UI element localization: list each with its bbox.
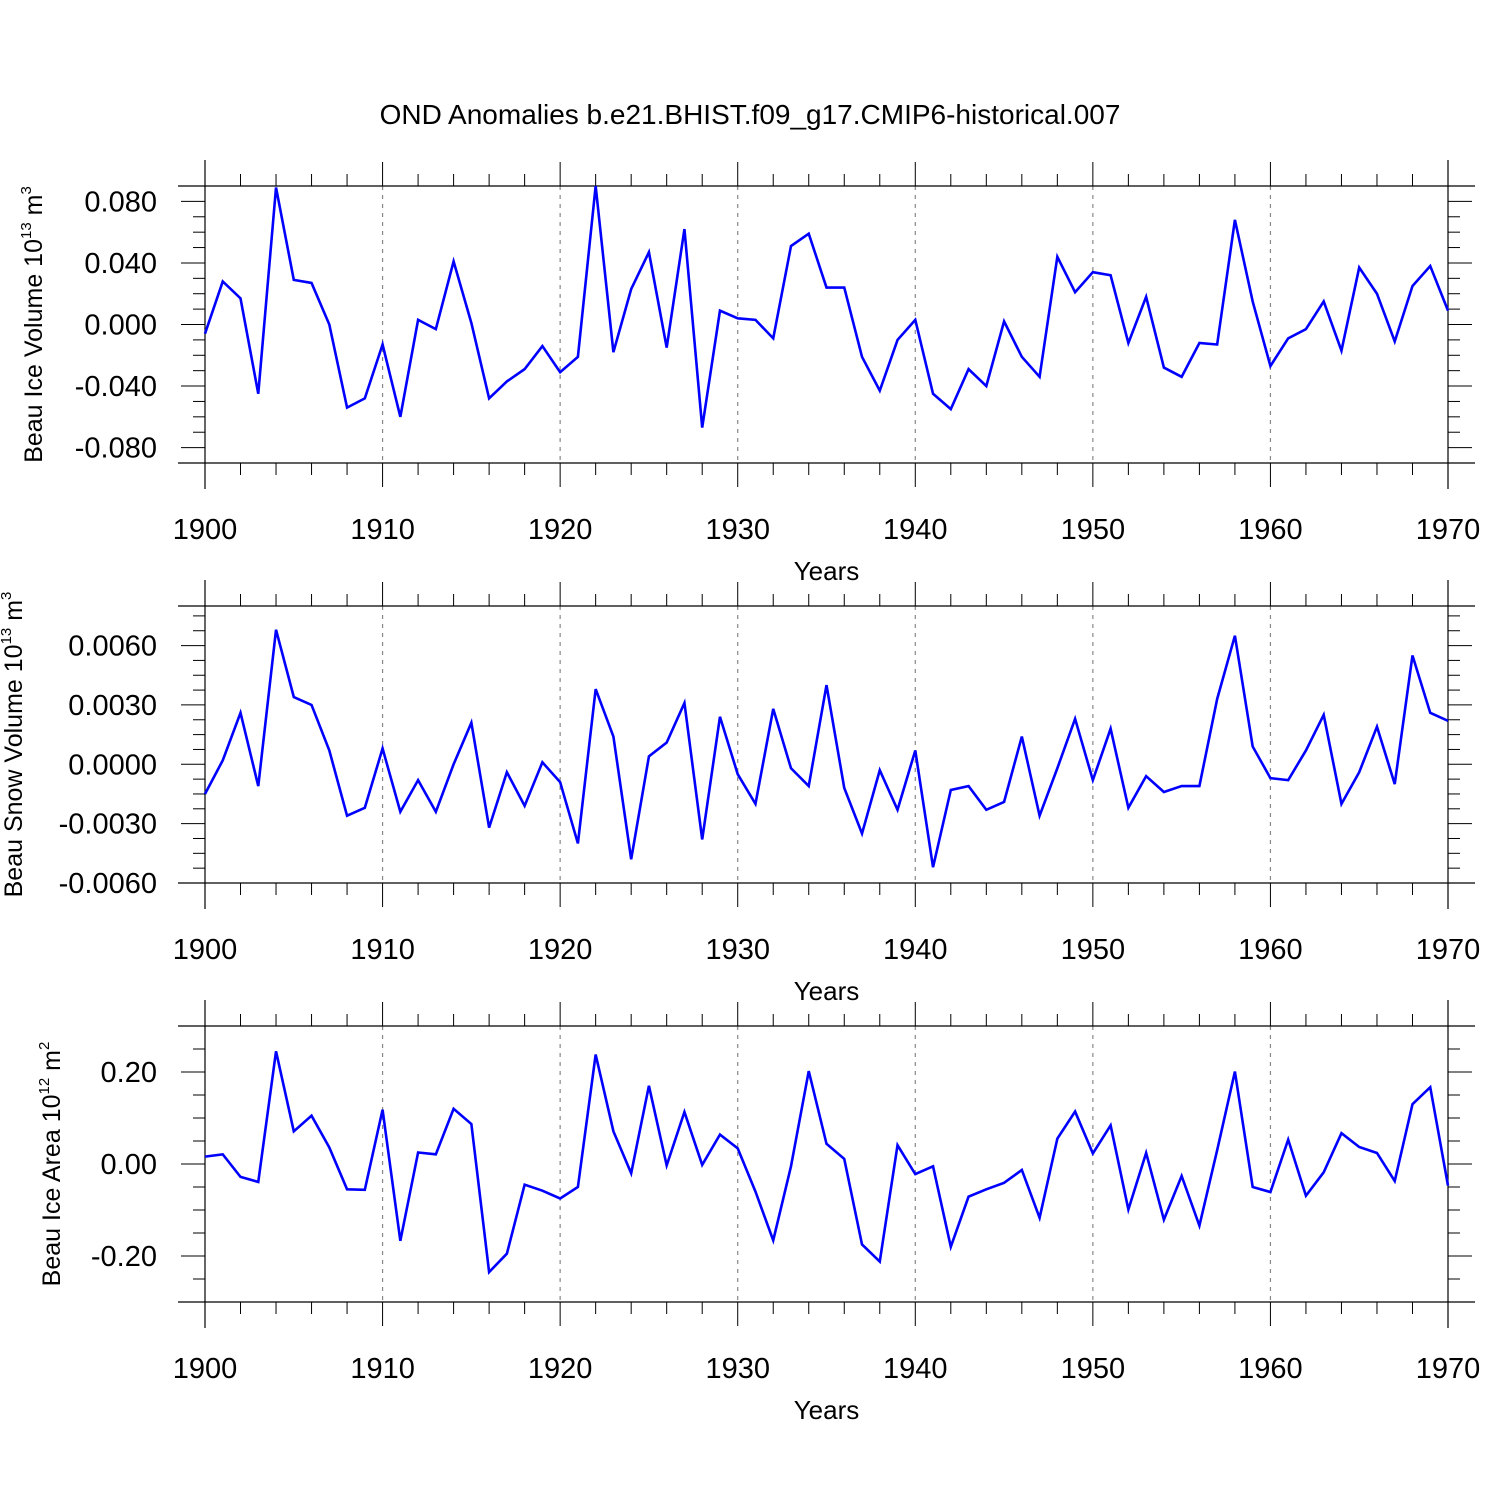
y-tick-label: 0.080 xyxy=(84,186,157,218)
x-tick-label: 1930 xyxy=(705,934,770,966)
y-tick-label: -0.080 xyxy=(75,433,157,465)
y-axis-label-superscript: 13 xyxy=(0,628,15,645)
x-tick-label: 1940 xyxy=(883,514,948,546)
y-axis-label-superscript: 3 xyxy=(0,592,15,600)
x-tick-label: 1920 xyxy=(528,934,593,966)
y-tick-label: 0.000 xyxy=(84,310,157,342)
y-axis-label-text: m xyxy=(0,600,28,628)
x-tick-label: 1960 xyxy=(1238,934,1303,966)
y-axis-label-superscript: 12 xyxy=(36,1078,53,1095)
x-tick-label: 1970 xyxy=(1416,1353,1481,1385)
x-tick-label: 1900 xyxy=(173,934,238,966)
y-tick-label: -0.0030 xyxy=(59,809,157,841)
y-axis-label: Beau Snow Volume 1013 m3 xyxy=(0,592,28,898)
x-tick-label: 1940 xyxy=(883,1353,948,1385)
x-tick-label: 1920 xyxy=(528,1353,593,1385)
y-axis-label-superscript: 2 xyxy=(36,1042,53,1050)
x-axis-label: Years xyxy=(794,976,860,1006)
x-tick-label: 1960 xyxy=(1238,1353,1303,1385)
y-axis-label-text: Beau Ice Area 10 xyxy=(38,1095,66,1287)
chart-title: OND Anomalies b.e21.BHIST.f09_g17.CMIP6-… xyxy=(380,99,1121,130)
x-axis-label: Years xyxy=(794,556,860,586)
y-tick-label: 0.040 xyxy=(84,248,157,280)
x-axis-label: Years xyxy=(794,1395,860,1425)
x-tick-label: 1900 xyxy=(173,514,238,546)
x-tick-label: 1900 xyxy=(173,1353,238,1385)
x-tick-label: 1950 xyxy=(1061,934,1126,966)
series-line xyxy=(203,185,1450,428)
x-tick-label: 1970 xyxy=(1416,514,1481,546)
y-tick-label: 0.20 xyxy=(101,1057,157,1089)
y-tick-label: 0.0030 xyxy=(68,690,157,722)
y-axis-label: Beau Ice Area 1012 m2 xyxy=(36,1042,66,1287)
x-tick-label: 1910 xyxy=(350,934,415,966)
x-tick-label: 1920 xyxy=(528,514,593,546)
y-tick-label: -0.0060 xyxy=(59,868,157,900)
series-line xyxy=(203,629,1449,868)
y-axis-label-superscript: 13 xyxy=(18,222,35,239)
x-tick-label: 1930 xyxy=(705,1353,770,1385)
panel-3: -0.20 0.00 0.20 1900 1910 1920 1930 1940 1950 196… xyxy=(36,1000,1480,1425)
x-tick-label: 1930 xyxy=(705,514,770,546)
x-tick-label: 1960 xyxy=(1238,514,1303,546)
panel-2: -0.0060 -0.0030 0.0000 0.0030 0.0060 1900 1910… xyxy=(0,580,1480,1006)
x-tick-label: 1910 xyxy=(350,1353,415,1385)
series-line xyxy=(204,1051,1450,1275)
x-tick-label: 1950 xyxy=(1061,1353,1126,1385)
panels: -0.080 -0.040 0.000 0.040 0.080 1900 1910 1920 1… xyxy=(0,160,1480,1425)
panel-1: -0.080 -0.040 0.000 0.040 0.080 1900 1910 1920 1… xyxy=(18,160,1480,586)
y-axis-label: Beau Ice Volume 1013 m3 xyxy=(18,186,48,463)
x-tick-label: 1970 xyxy=(1416,934,1481,966)
x-tick-label: 1940 xyxy=(883,934,948,966)
y-tick-label: 0.0000 xyxy=(68,749,157,781)
y-tick-label: -0.040 xyxy=(75,371,157,403)
y-tick-label: 0.00 xyxy=(101,1149,157,1181)
y-axis-label-superscript: 3 xyxy=(18,186,35,194)
y-axis-label-text: Beau Ice Volume 10 xyxy=(20,239,48,463)
y-axis-label-text: m xyxy=(20,195,48,223)
x-tick-label: 1950 xyxy=(1061,514,1126,546)
y-tick-label: -0.20 xyxy=(91,1241,157,1273)
x-tick-label: 1910 xyxy=(350,514,415,546)
y-axis-label-text: m xyxy=(38,1050,66,1078)
y-axis-label-text: Beau Snow Volume 10 xyxy=(0,644,28,897)
y-tick-label: 0.0060 xyxy=(68,631,157,663)
